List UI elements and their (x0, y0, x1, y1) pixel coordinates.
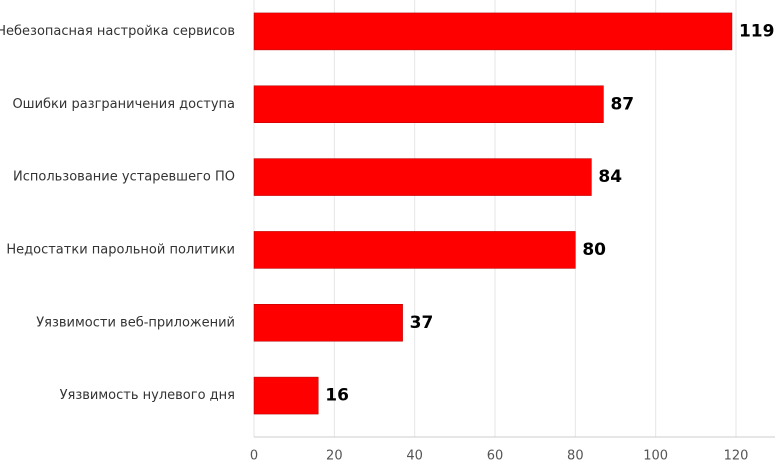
value-label: 87 (610, 94, 634, 114)
bar (253, 85, 604, 123)
bar (253, 376, 319, 415)
value-label: 84 (598, 167, 622, 187)
x-tick-label: 80 (567, 449, 584, 464)
value-label: 16 (325, 386, 349, 406)
x-tick-label: 0 (250, 449, 258, 464)
bar (253, 304, 403, 342)
bar (253, 158, 592, 196)
value-label: 37 (410, 313, 434, 333)
x-tick-label: 60 (487, 449, 504, 464)
x-tick-label: 40 (406, 449, 423, 464)
category-label: Недостатки парольной политики (6, 242, 235, 257)
category-label: Уязвимости веб-приложений (36, 315, 235, 330)
category-label: Ошибки разграничения доступа (12, 97, 235, 112)
bar (253, 12, 733, 51)
bar (253, 231, 576, 269)
category-label: Использование устаревшего ПО (13, 170, 235, 185)
category-label: Уязвимость нулевого дня (60, 388, 235, 403)
value-label: 119 (739, 21, 775, 41)
x-tick-label: 100 (643, 449, 668, 464)
x-tick-label: 20 (326, 449, 343, 464)
category-label: Небезопасная настройка сервисов (0, 24, 235, 39)
value-label: 80 (582, 240, 606, 260)
x-tick-label: 120 (724, 449, 749, 464)
